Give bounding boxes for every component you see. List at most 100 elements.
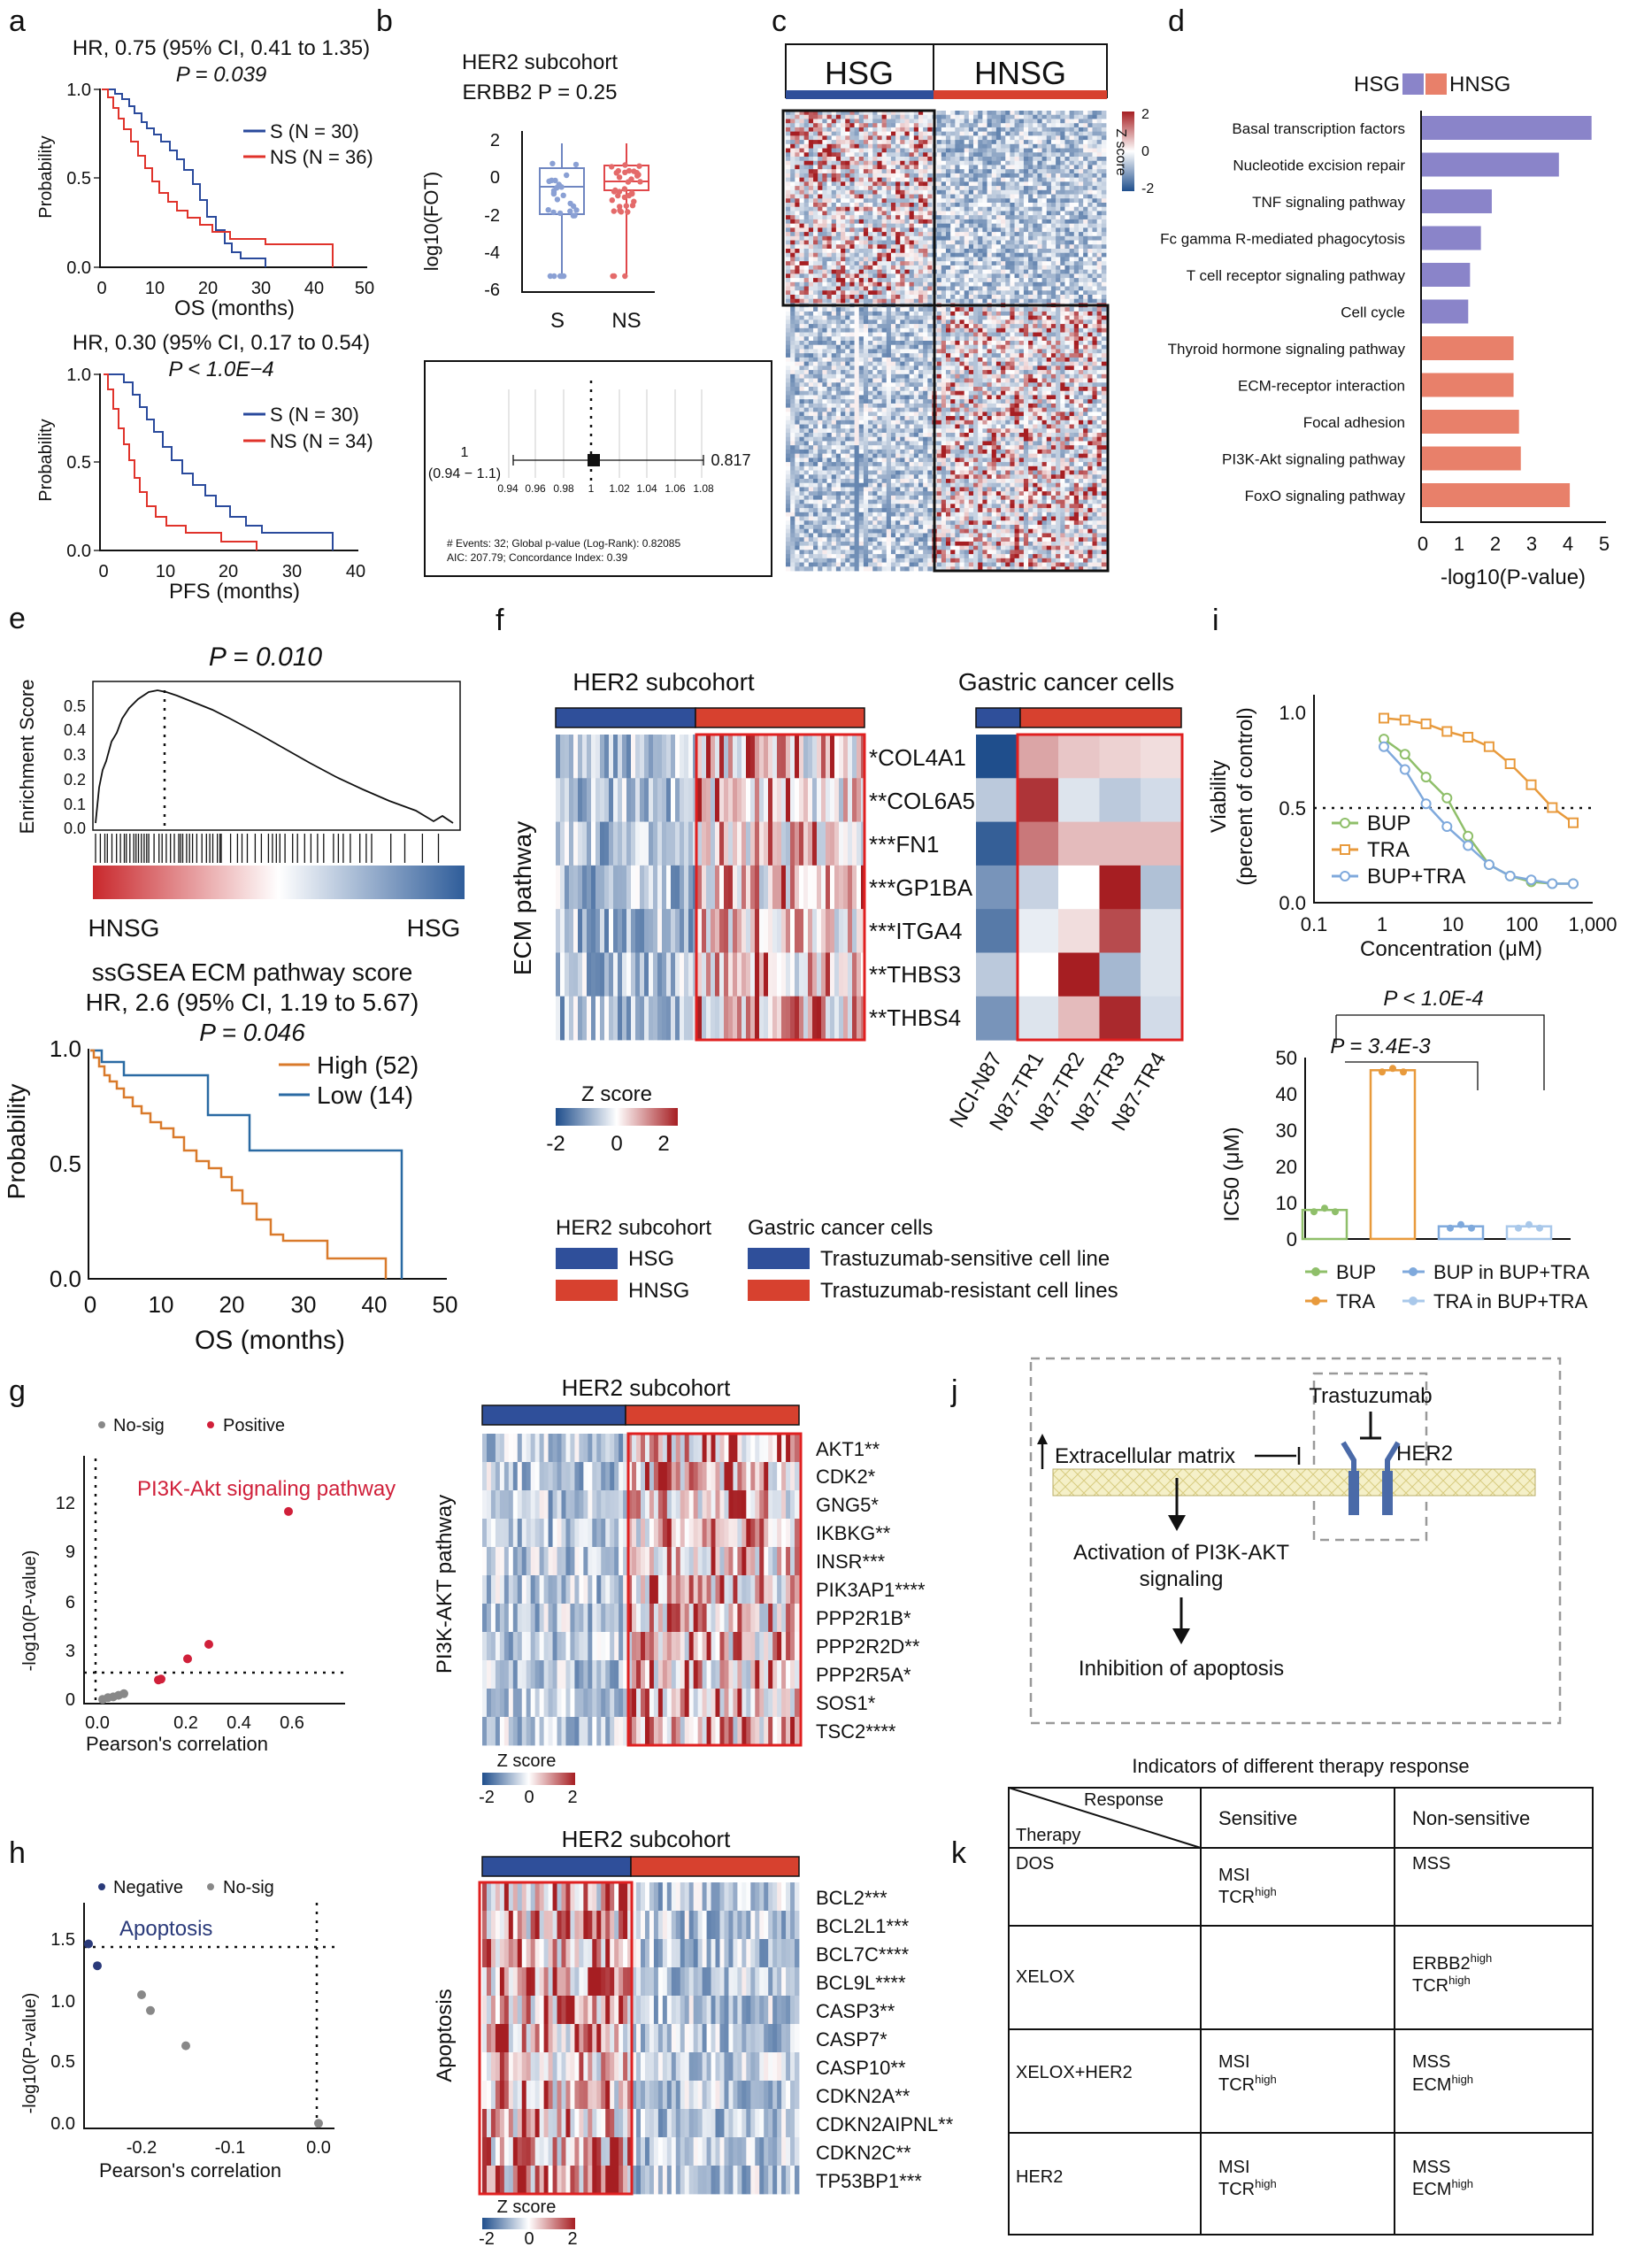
heatmap-cell — [900, 111, 905, 116]
heatmap-cell — [1033, 336, 1038, 342]
box-point-s — [550, 189, 557, 196]
heatmap-cell — [841, 265, 846, 271]
heatmap-cell — [904, 148, 911, 153]
heatmap-cell — [936, 198, 942, 204]
heatmap-cell — [808, 366, 814, 371]
heatmap-cell — [1037, 319, 1042, 325]
heatmap-cell — [895, 143, 901, 149]
heatmap-cell — [822, 382, 827, 388]
heatmap-cell — [877, 152, 882, 158]
heatmap-cell — [913, 361, 919, 366]
heatmap-cell — [1056, 349, 1061, 354]
heatmap-cell — [946, 395, 951, 400]
heatmap-cell — [1041, 119, 1048, 124]
heatmap-cell — [1005, 148, 1010, 153]
heatmap-cell — [1041, 399, 1048, 404]
heatmap-cell — [995, 261, 1002, 266]
heatmap-cell — [936, 111, 942, 116]
heatmap-cell — [964, 203, 970, 208]
heatmap-cell — [923, 249, 928, 254]
heatmap-cell — [1096, 235, 1103, 241]
heatmap-cell — [1046, 157, 1052, 162]
heatmap-cell — [799, 219, 805, 225]
heatmap-cell — [1083, 165, 1088, 170]
heatmap-cell — [841, 169, 846, 174]
heatmap-cell — [982, 169, 987, 174]
heatmap-cell — [835, 382, 841, 388]
heatmap-cell — [799, 211, 805, 216]
heatmap-cell — [982, 223, 987, 228]
heatmap-cell — [818, 257, 823, 262]
heatmap-cell — [863, 140, 869, 145]
heatmap-cell — [955, 378, 960, 383]
heatmap-cell — [1073, 252, 1080, 258]
heatmap-cell — [946, 157, 951, 162]
heatmap-cell — [849, 311, 855, 317]
heatmap-cell — [813, 315, 818, 320]
heatmap-cell — [818, 135, 823, 141]
heatmap-cell — [1028, 344, 1033, 350]
heatmap-cell — [973, 357, 979, 363]
heatmap-cell — [826, 273, 833, 279]
heatmap-cell — [818, 211, 823, 216]
heatmap-cell — [895, 160, 901, 165]
heatmap-cell — [973, 278, 979, 283]
heatmap-cell — [854, 173, 860, 179]
heatmap-cell — [927, 143, 933, 149]
heatmap-cell — [1005, 152, 1010, 158]
heatmap-cell — [863, 249, 869, 254]
heatmap-cell — [1069, 307, 1075, 312]
heatmap-cell — [877, 252, 882, 258]
heatmap-cell — [845, 181, 850, 187]
heatmap-cell — [841, 177, 846, 182]
heatmap-cell — [950, 278, 956, 283]
heatmap-cell — [877, 203, 882, 208]
heatmap-cell — [950, 186, 956, 191]
heatmap-cell — [941, 265, 947, 271]
heatmap-cell — [1028, 181, 1033, 187]
heatmap-cell — [854, 198, 860, 204]
heatmap-cell — [1005, 206, 1010, 212]
heatmap-cell — [1073, 353, 1080, 358]
heatmap-cell — [877, 160, 882, 165]
heatmap-cell — [813, 194, 818, 199]
heatmap-cell — [808, 382, 814, 388]
heatmap-cell — [799, 244, 805, 250]
heatmap-cell — [1023, 160, 1029, 165]
heatmap-cell — [1101, 244, 1107, 250]
heatmap-cell — [946, 219, 951, 225]
heatmap-cell — [1092, 206, 1098, 212]
box-point-ns — [625, 209, 631, 215]
heatmap-cell — [845, 219, 850, 225]
heatmap-cell — [886, 327, 892, 333]
heatmap-cell — [1056, 244, 1061, 250]
heatmap-cell — [982, 189, 987, 195]
heatmap-cell — [1087, 152, 1093, 158]
heatmap-cell — [886, 135, 892, 141]
heatmap-cell — [982, 215, 987, 220]
heatmap-cell — [1037, 160, 1042, 165]
heatmap-cell — [941, 278, 947, 283]
heatmap-cell — [1069, 114, 1075, 119]
heatmap-cell — [877, 249, 882, 254]
heatmap-cell — [849, 286, 855, 291]
heatmap-cell — [1037, 315, 1042, 320]
heatmap-cell — [1078, 140, 1084, 145]
heatmap-cell — [904, 215, 911, 220]
heatmap-cell — [936, 332, 942, 337]
heatmap-cell — [936, 148, 942, 153]
heatmap-cell — [863, 373, 869, 379]
heatmap-cell — [982, 399, 987, 404]
heatmap-cell — [1101, 198, 1107, 204]
heatmap-cell — [904, 160, 911, 165]
heatmap-cell — [936, 227, 942, 233]
heatmap-cell — [1018, 387, 1025, 392]
heatmap-cell — [987, 194, 993, 199]
heatmap-cell — [1069, 135, 1075, 141]
heatmap-cell — [1037, 148, 1042, 153]
heatmap-cell — [1018, 361, 1025, 366]
heatmap-cell — [877, 311, 882, 317]
heatmap-cell — [1001, 181, 1006, 187]
heatmap-cell — [1096, 219, 1103, 225]
heatmap-cell — [904, 281, 911, 287]
